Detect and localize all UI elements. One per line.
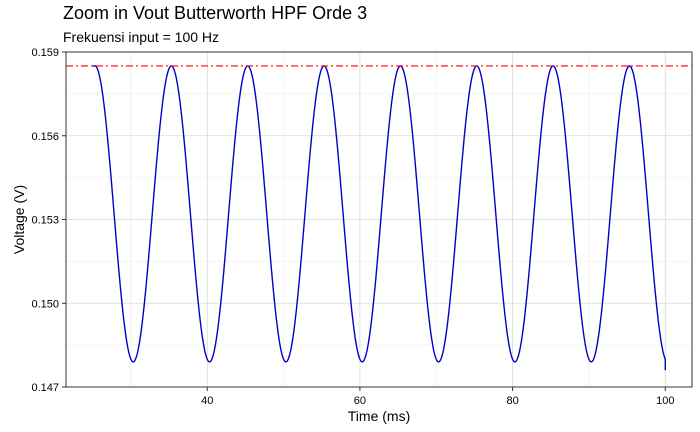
vout-line [92, 65, 666, 371]
grid-minor [66, 52, 692, 387]
y-axis-title: Voltage (V) [11, 185, 27, 254]
x-tick-label: 80 [506, 395, 518, 407]
y-tick-label: 0.159 [31, 47, 59, 59]
series-layer [66, 65, 692, 371]
axis-ticks [62, 51, 666, 391]
chart-subtitle: Frekuensi input = 100 Hz [63, 29, 220, 45]
y-tick-label: 0.153 [31, 215, 59, 227]
tick-labels: 40 60 80 100 0.147 0.150 0.153 0.156 0.159 [31, 47, 674, 407]
x-axis-title: Time (ms) [348, 408, 410, 424]
x-tick-label: 40 [201, 395, 213, 407]
x-tick-label: 100 [656, 395, 674, 407]
chart-title: Zoom in Vout Butterworth HPF Orde 3 [63, 3, 368, 23]
x-tick-label: 60 [354, 395, 366, 407]
y-tick-label: 0.156 [31, 131, 59, 143]
y-tick-label: 0.147 [31, 382, 59, 394]
y-tick-label: 0.150 [31, 298, 59, 310]
